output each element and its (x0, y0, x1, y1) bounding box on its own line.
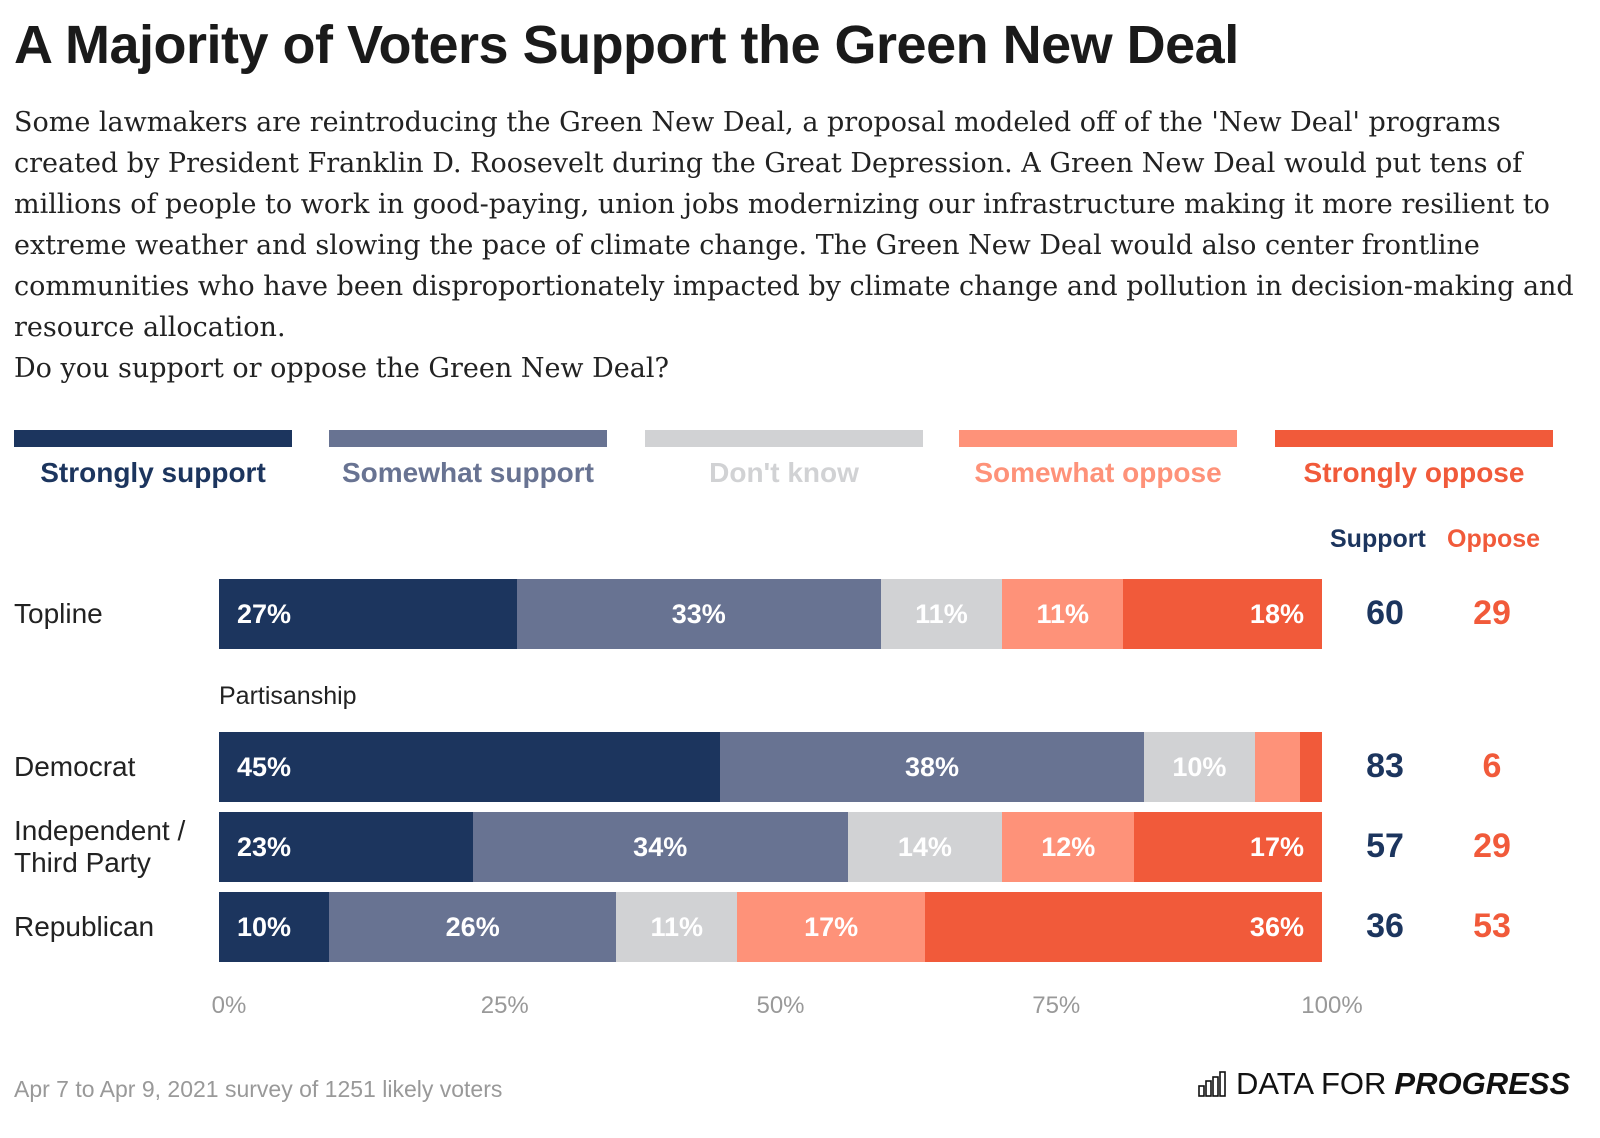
legend-label: Don't know (709, 457, 859, 488)
bar-segment: 10% (1143, 732, 1256, 802)
legend-swatch (1275, 430, 1553, 447)
chart-subtitle: Some lawmakers are reintroducing the Gre… (14, 102, 1574, 389)
row-label: Democrat (14, 751, 136, 782)
logo-text-light: DATA FOR (1236, 1066, 1387, 1101)
bar-segment: 36% (924, 892, 1322, 962)
x-tick-label: 0% (211, 992, 247, 1019)
bar-segment: 45% (219, 732, 721, 802)
x-tick-label: 75% (1032, 992, 1081, 1019)
subtitle-text: Some lawmakers are reintroducing the Gre… (14, 107, 1574, 343)
bar-segment: 12% (1002, 812, 1135, 882)
bar-segment: 34% (472, 812, 848, 882)
stacked-bar: 23% 34% 14% 12% 17% (219, 812, 1322, 882)
legend-label: Strongly oppose (1303, 457, 1525, 488)
bar-segment: 33% (516, 579, 881, 649)
legend-item: Somewhat oppose (959, 430, 1237, 489)
bar-segment: 17% (1134, 812, 1322, 882)
bar-segment: 14% (847, 812, 1003, 882)
row-label: Republican (14, 911, 155, 942)
logo: DATA FOR PROGRESS (1198, 1066, 1570, 1102)
logo-text-bold: PROGRESS (1394, 1066, 1571, 1101)
bar-segment: 17% (737, 892, 925, 962)
oppose-value: 53 (1473, 907, 1511, 945)
bar-segment: 26% (329, 892, 617, 962)
oppose-value: 29 (1473, 594, 1511, 632)
x-tick-label: 25% (480, 992, 529, 1019)
support-value: 60 (1366, 594, 1404, 632)
legend-swatch (14, 430, 292, 447)
legend-item: Don't know (645, 430, 923, 489)
x-tick-label: 100% (1301, 992, 1363, 1019)
bar-segment (1255, 732, 1300, 802)
legend-swatch (329, 430, 607, 447)
support-header: Support (1330, 525, 1426, 553)
bar-segment: 11% (1002, 579, 1124, 649)
oppose-value: 6 (1482, 747, 1502, 785)
row-label: Independent / Third Party (14, 815, 186, 878)
legend-item: Somewhat support (329, 430, 607, 489)
support-value: 36 (1366, 907, 1404, 945)
bar-segment: 10% (219, 892, 330, 962)
question-text: Do you support or oppose the Green New D… (14, 353, 669, 384)
bar-segment: 11% (616, 892, 738, 962)
legend-item: Strongly oppose (1275, 430, 1553, 489)
bar-segment: 23% (219, 812, 473, 882)
bar-segment: 11% (880, 579, 1003, 649)
legend-label: Strongly support (40, 457, 266, 488)
bar-segment: 27% (219, 579, 517, 649)
oppose-value: 29 (1473, 827, 1511, 865)
section-label: Partisanship (219, 682, 357, 710)
legend-item: Strongly support (14, 430, 292, 489)
bar-segment: 18% (1123, 579, 1322, 649)
legend-label: Somewhat oppose (974, 457, 1222, 488)
bar-segment: 38% (720, 732, 1144, 802)
support-value: 57 (1366, 827, 1404, 865)
x-tick-label: 50% (756, 992, 805, 1019)
row-label: Topline (14, 598, 103, 629)
oppose-header: Oppose (1447, 525, 1541, 553)
stacked-bar: 10% 26% 11% 17% 36% (219, 892, 1322, 962)
stacked-bar: 27% 33% 11% 11% 18% (219, 579, 1322, 649)
support-value: 83 (1366, 747, 1404, 785)
legend-swatch (645, 430, 923, 447)
bar-segment (1299, 732, 1322, 802)
chart-title: A Majority of Voters Support the Green N… (14, 15, 1239, 75)
legend-swatch (959, 430, 1237, 447)
legend-label: Somewhat support (341, 457, 594, 488)
footer-note: Apr 7 to Apr 9, 2021 survey of 1251 like… (14, 1076, 503, 1102)
bar-chart-icon (1198, 1071, 1226, 1097)
stacked-bar: 45% 38% 10% (219, 732, 1322, 802)
